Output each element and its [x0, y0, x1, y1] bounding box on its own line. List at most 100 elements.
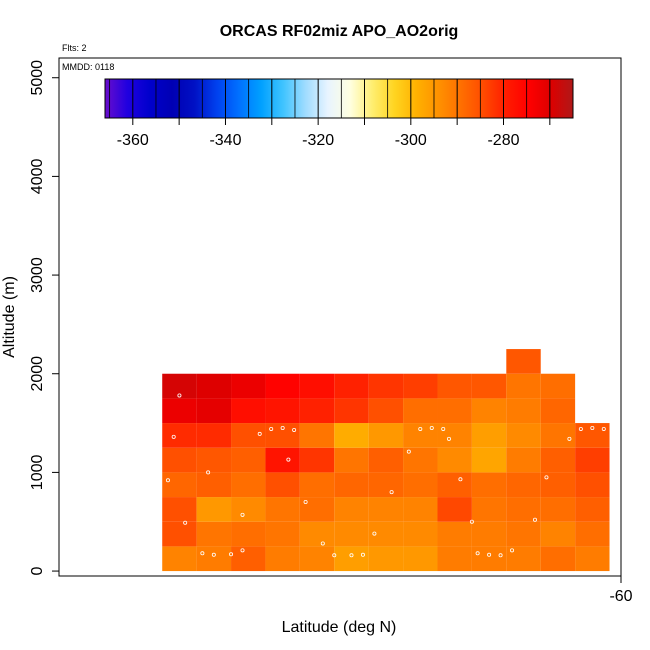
heatmap-cell [334, 497, 369, 522]
sample-point [544, 475, 549, 480]
heatmap-cell [368, 497, 404, 522]
sample-point [578, 426, 583, 431]
heatmap-cell [368, 423, 404, 448]
x-axis-label: Latitude (deg N) [282, 619, 397, 636]
sample-point [406, 449, 411, 454]
heatmap-cell [471, 472, 507, 498]
date-label: MMDD: 0118 [62, 62, 114, 72]
sample-point [475, 551, 480, 556]
heatmap-cell [196, 447, 232, 473]
sample-point [389, 490, 394, 495]
heatmap-cell [540, 472, 576, 498]
heatmap-cell [506, 521, 541, 547]
heatmap-cell [368, 373, 404, 399]
heatmap-cell [231, 373, 266, 399]
heatmap-cell [403, 497, 438, 522]
heatmap-cell [265, 497, 300, 522]
heatmap-cell [471, 398, 507, 424]
sample-point [286, 457, 291, 462]
heatmap-cell [471, 521, 507, 547]
heatmap-cell [506, 447, 541, 473]
heatmap-cell [162, 423, 197, 448]
heatmap-cell [368, 398, 404, 424]
heatmap-cell [575, 472, 610, 498]
sample-point [171, 434, 176, 439]
flights-label: Flts: 2 [62, 43, 87, 53]
sample-point [498, 553, 503, 558]
sample-point [613, 457, 618, 462]
sample-point [280, 425, 285, 430]
heatmap-cell [437, 373, 472, 399]
sample-point [303, 499, 308, 504]
heatmap-cell [471, 373, 507, 399]
heatmap-cell [506, 398, 541, 424]
heatmap-cell [437, 521, 472, 547]
y-tick-label: 5000 [29, 60, 46, 96]
heatmap-cell [506, 423, 541, 448]
heatmap-cell [506, 472, 541, 498]
heatmap-cell [403, 521, 438, 547]
sample-point [590, 425, 595, 430]
heatmap-cell [437, 497, 472, 522]
heatmap-cell [231, 546, 266, 572]
heatmap-cell [299, 373, 335, 399]
heatmap-cell [265, 472, 300, 498]
heatmap-cell [334, 373, 369, 399]
y-tick-label: 4000 [29, 159, 46, 195]
heatmap-cell [265, 521, 300, 547]
heatmap-cell [403, 398, 438, 424]
heatmap-cell [162, 373, 197, 399]
heatmap-cell [231, 497, 266, 522]
sample-point [240, 512, 245, 517]
heatmap-cell [162, 546, 197, 572]
sample-point [183, 520, 188, 525]
sample-point [567, 436, 572, 441]
heatmap-cell [299, 546, 335, 572]
heatmap-cell [196, 423, 232, 448]
sample-point [532, 517, 537, 522]
sample-points [165, 393, 618, 558]
sample-point [446, 436, 451, 441]
heatmap-cell [540, 521, 576, 547]
y-tick-label: 1000 [29, 455, 46, 491]
heatmap-cell [299, 398, 335, 424]
heatmap-cell [403, 472, 438, 498]
heatmap-cell [196, 373, 232, 399]
heatmap-cell [437, 472, 472, 498]
heatmap-cell [162, 447, 197, 473]
heatmap-cell [162, 497, 197, 522]
sample-point [510, 548, 515, 553]
heatmap-cell [334, 447, 369, 473]
heatmap-cell [299, 521, 335, 547]
heatmap-cell [540, 373, 576, 399]
sample-point [372, 531, 377, 536]
heatmap-cell [334, 546, 369, 572]
colorbar-tick-label: -320 [302, 132, 334, 149]
sample-point [269, 426, 274, 431]
heatmap-cell [231, 521, 266, 547]
colorbar-tick-label: -280 [487, 132, 519, 149]
heatmap-cell [575, 447, 610, 473]
sample-point [360, 552, 365, 557]
heatmap-cell [265, 546, 300, 572]
heatmap-cell [437, 398, 472, 424]
sample-point [240, 548, 245, 553]
chart-title: ORCAS RF02miz APO_AO2orig [220, 23, 459, 40]
sample-point [332, 553, 337, 558]
sample-point [487, 552, 492, 557]
heatmap-cell [299, 472, 335, 498]
heatmap-cell [231, 398, 266, 424]
heatmap-cell [334, 521, 369, 547]
heatmap-cell [196, 497, 232, 522]
sample-point [320, 541, 325, 546]
heatmap-cell [403, 373, 438, 399]
heatmap-cell [231, 472, 266, 498]
heatmap-cell [231, 447, 266, 473]
heatmap-cell [540, 546, 576, 572]
sample-point [211, 552, 216, 557]
heatmap-cell [575, 497, 610, 522]
heatmap-cell [196, 398, 232, 424]
heatmap-cell [299, 497, 335, 522]
sample-point [165, 478, 170, 483]
